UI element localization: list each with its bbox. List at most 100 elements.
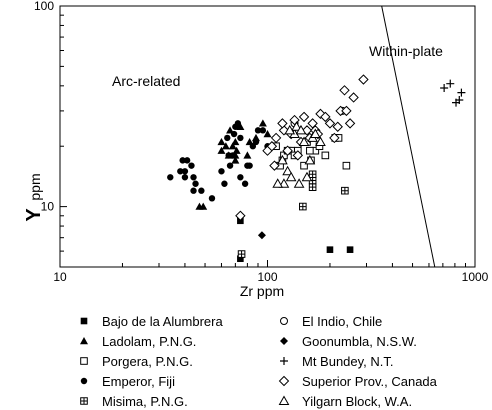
series-3 [167,120,271,202]
boundary-line-group [381,5,436,268]
legend-marker [278,395,290,405]
legend-label: Goonumbla, N.S.W. [302,334,417,349]
legend-marker [280,337,288,345]
data-point [237,255,244,262]
data-point [259,127,267,134]
legend-item: Goonumbla, N.S.W. [280,334,417,349]
x-tick-label: 1000 [462,270,489,284]
tectonic-boundary-line [381,5,436,268]
data-point [208,195,216,202]
legend-label: Misima, P.N.G. [102,394,188,409]
data-point [181,174,189,181]
annotation-arc-related: Arc-related [112,73,180,89]
series-9 [272,121,326,188]
x-tick-label: 100 [257,270,277,284]
legend-item: Porgera, P.N.G. [80,354,193,369]
data-point [277,118,288,129]
data-point [341,105,352,117]
data-point [198,187,205,194]
data-point [339,85,350,96]
legend-marker [80,337,88,345]
annotation-within-plate: Within-plate [369,43,443,59]
data-point [218,168,225,175]
series-7 [440,79,466,107]
data-point [183,157,191,164]
y-tick-label: 10 [41,200,55,214]
legend-marker [280,357,288,365]
data-point [298,111,310,123]
data-point [237,134,244,142]
data-point [324,118,336,129]
data-point [291,121,302,131]
data-point [282,145,293,156]
data-point [284,124,296,135]
legend-item: Ladolam, P.N.G. [80,334,196,349]
data-point [217,146,226,154]
x-axis-label: Zr ppm [240,283,284,299]
data-point [221,142,230,150]
y-axis-unit-label: ppm [27,173,43,200]
data-point [329,132,340,144]
legend-item: Mt Bundey, N.T. [280,354,394,369]
data-point [285,171,297,182]
legend-label: El Indio, Chile [302,314,382,329]
data-point [188,162,195,169]
legend-label: Yilgarn Block, W.A. [302,394,412,409]
data-point [258,119,267,127]
data-point [236,122,245,130]
data-point [199,202,208,210]
data-point [263,130,272,138]
data-point [299,202,307,211]
data-point [243,151,252,159]
series-6 [257,231,266,240]
legend-label: Superior Prov., Canada [302,374,438,389]
data-point [346,246,354,253]
legend-label: Emperor, Fiji [102,374,175,389]
data-point [252,138,260,146]
data-point [344,118,356,129]
legend-item: Emperor, Fiji [80,374,175,389]
data-point [231,156,240,164]
data-point [270,132,282,144]
data-point [217,137,226,146]
data-point [315,136,326,146]
data-point [272,178,284,188]
legend-item: El Indio, Chile [280,314,382,329]
data-point [341,186,349,195]
data-point [224,134,231,142]
data-point [309,128,321,139]
data-point [181,168,189,175]
data-point [298,136,310,146]
data-point [221,180,228,187]
data-point [266,141,278,152]
data-point [304,154,316,165]
plot-axes: 10 100 10 100 1000 [34,0,489,284]
legend: Bajo de la Alumbrera Ladolam, P.N.G. Porge… [80,314,438,409]
data-point [278,178,290,188]
data-point [308,170,317,179]
data-point [348,92,359,103]
data-point [440,84,449,93]
data-point [230,130,238,138]
series-4 [237,170,349,258]
legend-item: Superior Prov., Canada [278,374,438,389]
data-point [293,178,305,188]
legend-label: Porgera, P.N.G. [102,354,193,369]
axis-labels: Zr ppm Y ppm Arc-related Within-plate [23,43,443,299]
data-point [301,171,313,182]
legend-marker [278,375,290,387]
data-point [229,152,236,159]
data-point [306,146,314,155]
data-point [190,187,197,194]
data-point [282,165,293,176]
data-point [300,161,308,170]
data-point [179,157,186,164]
data-point [292,150,304,161]
legend-item: Bajo de la Alumbrera [80,314,223,329]
data-point [358,74,369,85]
data-point [241,180,249,187]
data-point [457,88,466,97]
data-point [237,250,246,258]
series-0 [237,217,354,262]
